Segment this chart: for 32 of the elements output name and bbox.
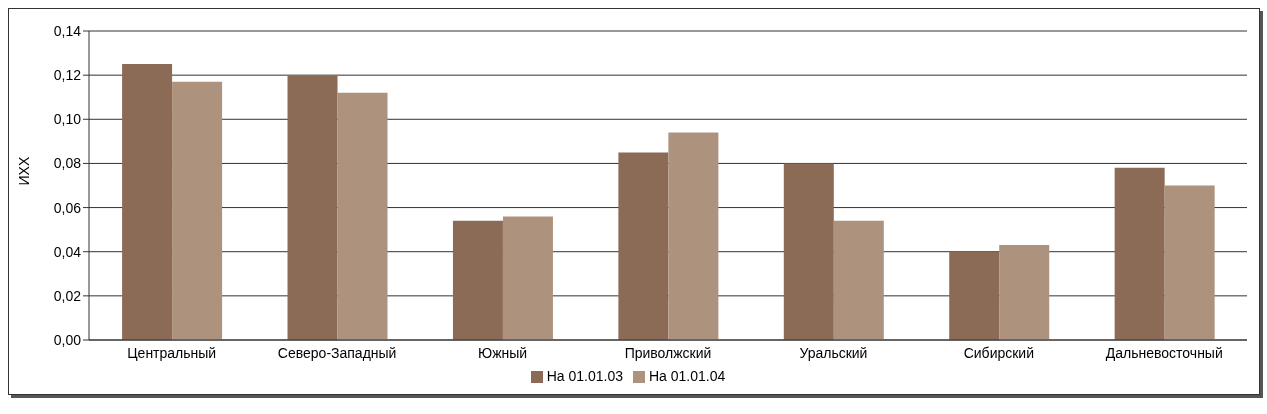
y-tick-label: 0,00	[53, 331, 82, 348]
bar	[452, 220, 503, 340]
bar	[618, 152, 669, 340]
bar	[668, 132, 719, 340]
bar	[1164, 185, 1215, 340]
y-tick-label: 0,06	[53, 199, 82, 216]
bar	[999, 245, 1050, 340]
bar	[122, 64, 173, 340]
bar	[949, 251, 1000, 340]
x-tick-label: Южный	[478, 344, 528, 361]
bar	[1114, 167, 1165, 340]
bar	[783, 163, 834, 340]
bar	[502, 216, 553, 340]
x-tick-label: Северо-Западный	[277, 344, 397, 361]
x-tick-label: Приволжский	[624, 344, 712, 361]
y-tick-label: 0,14	[53, 22, 82, 39]
bar	[833, 220, 884, 340]
legend-label: На 01.01.03	[546, 368, 623, 384]
x-tick-label: Уральский	[799, 344, 868, 361]
x-tick-label: Центральный	[127, 344, 217, 361]
x-tick-label: Дальневосточный	[1105, 344, 1223, 361]
y-tick-label: 0,04	[53, 243, 82, 260]
bar	[287, 75, 338, 340]
x-tick-label: Сибирский	[963, 344, 1035, 361]
y-tick-label: 0,12	[53, 67, 82, 84]
bar	[337, 92, 388, 340]
bar	[172, 81, 223, 340]
legend-label: На 01.01.04	[649, 368, 726, 384]
y-tick-label: 0,02	[53, 287, 82, 304]
y-tick-label: 0,10	[53, 111, 82, 128]
y-tick-label: 0,08	[53, 155, 82, 172]
y-axis-title: ИХХ	[15, 156, 32, 186]
